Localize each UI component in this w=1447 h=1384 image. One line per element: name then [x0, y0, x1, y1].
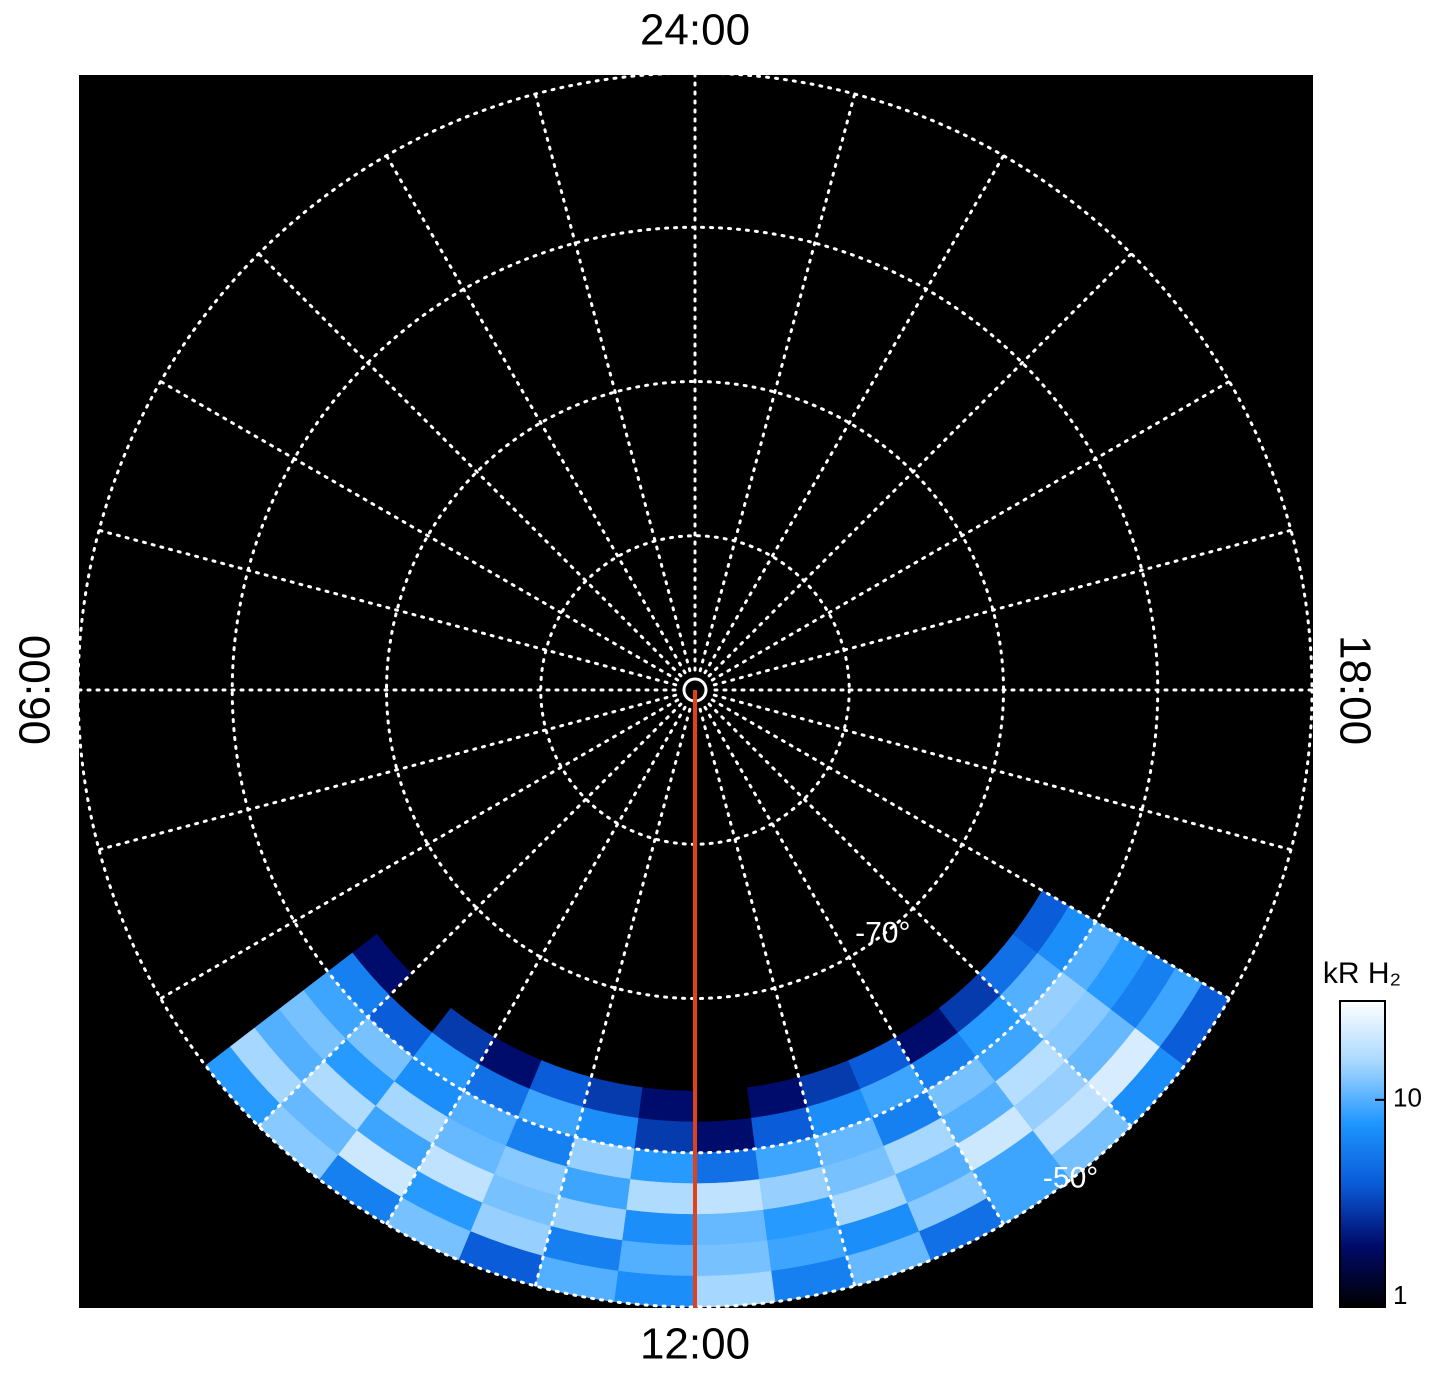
emission-cell — [694, 1209, 768, 1246]
lt-label: 12:00 — [640, 1320, 750, 1369]
emission-cell — [634, 1117, 696, 1154]
meridian — [703, 705, 1005, 1226]
meridian — [533, 707, 692, 1288]
meridian — [385, 705, 687, 1226]
colorbar-title: kR H₂ — [1323, 957, 1401, 990]
meridian — [257, 702, 683, 1128]
emission-cell — [694, 1148, 760, 1184]
emission-cell — [694, 1270, 776, 1308]
emission-cell — [694, 1117, 756, 1154]
lt-label: 24:00 — [640, 6, 750, 55]
meridian — [707, 252, 1133, 678]
meridian — [712, 693, 1293, 852]
emission-cell — [626, 1179, 696, 1215]
meridian — [707, 702, 1133, 1128]
emission-cell — [694, 1087, 752, 1123]
meridian — [533, 92, 692, 673]
ring-label: -50° — [1043, 1161, 1098, 1194]
meridian — [257, 252, 683, 678]
meridian — [698, 707, 857, 1288]
meridian — [710, 380, 1231, 682]
colorbar — [1339, 1000, 1386, 1308]
meridian — [703, 154, 1005, 675]
colorbar-tick-label: 1 — [1393, 1280, 1407, 1310]
meridian — [698, 92, 857, 673]
plot-area — [79, 75, 1313, 1308]
emission-cell — [694, 1179, 764, 1215]
meridian — [385, 154, 687, 675]
meridian — [97, 528, 678, 687]
meridian — [710, 698, 1231, 1000]
meridian — [712, 528, 1293, 687]
lt-label: 18:00 — [1330, 635, 1379, 745]
colorbar-tick-label: 10 — [1393, 1083, 1422, 1113]
emission-cell — [618, 1240, 696, 1277]
emission-cell — [630, 1148, 696, 1184]
emission-cell — [638, 1087, 696, 1123]
meridian — [159, 380, 680, 682]
meridian — [159, 698, 680, 1000]
emission-cell — [614, 1270, 696, 1308]
ring-label: -70° — [855, 917, 910, 950]
emission-cell — [694, 1240, 772, 1277]
lt-label: 06:00 — [11, 635, 60, 745]
meridian — [97, 693, 678, 852]
emission-cell — [622, 1209, 696, 1246]
